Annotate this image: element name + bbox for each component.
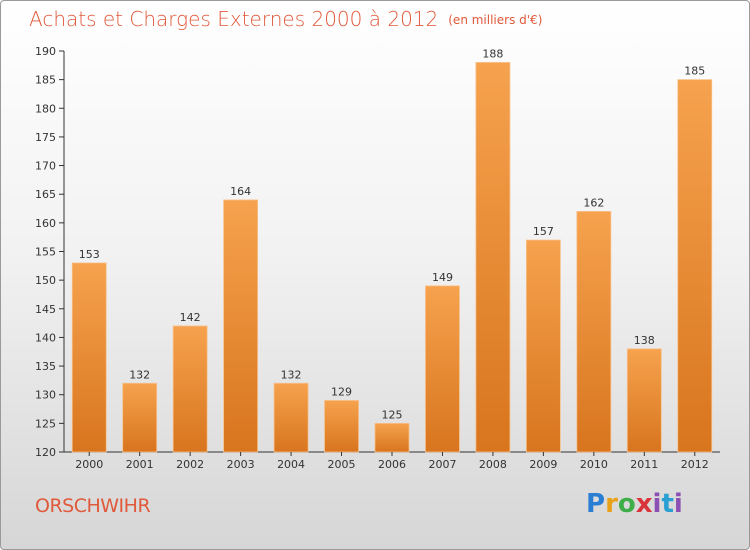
y-tick-label: 165 <box>35 188 56 201</box>
x-tick-label: 2000 <box>75 458 103 471</box>
bar-value-label: 125 <box>382 408 403 421</box>
bar <box>122 382 158 453</box>
bar-value-label: 188 <box>482 47 503 60</box>
y-tick-label: 190 <box>35 45 56 58</box>
bar-value-label: 149 <box>432 271 453 284</box>
x-tick-label: 2007 <box>428 458 456 471</box>
chart-title: Achats et Charges Externes 2000 à 2012 <box>29 7 439 31</box>
x-tick-label: 2006 <box>378 458 406 471</box>
y-tick-label: 140 <box>35 331 56 344</box>
bar <box>475 62 511 453</box>
x-tick-label: 2009 <box>529 458 557 471</box>
y-tick-label: 180 <box>35 102 56 115</box>
y-tick-label: 145 <box>35 303 56 316</box>
x-tick-label: 2008 <box>479 458 507 471</box>
bar <box>576 210 612 453</box>
bar <box>374 422 410 453</box>
bar-value-label: 185 <box>684 65 705 78</box>
bar <box>626 348 662 453</box>
x-tick-label: 2012 <box>681 458 709 471</box>
bar-value-label: 132 <box>129 368 150 381</box>
y-tick-label: 130 <box>35 389 56 402</box>
bar-value-label: 138 <box>634 334 655 347</box>
y-tick-label: 135 <box>35 360 56 373</box>
bar <box>172 325 208 453</box>
bar-value-label: 129 <box>331 385 352 398</box>
bar-value-label: 132 <box>281 368 302 381</box>
y-tick-label: 155 <box>35 246 56 259</box>
y-tick-label: 185 <box>35 74 56 87</box>
y-tick-label: 170 <box>35 160 56 173</box>
bar <box>425 285 460 453</box>
y-tick-label: 150 <box>35 274 56 287</box>
x-tick-label: 2005 <box>328 458 356 471</box>
bar <box>273 382 309 453</box>
bar-value-label: 157 <box>533 225 554 238</box>
x-tick-label: 2004 <box>277 458 305 471</box>
y-tick-label: 125 <box>35 417 56 430</box>
proxiti-logo: Proxiti <box>586 489 683 519</box>
x-tick-label: 2001 <box>126 458 154 471</box>
bar <box>677 79 713 453</box>
x-tick-label: 2010 <box>580 458 608 471</box>
bar-value-label: 164 <box>230 185 251 198</box>
bar <box>71 262 107 453</box>
x-tick-label: 2011 <box>630 458 658 471</box>
y-tick-label: 120 <box>35 446 56 459</box>
x-tick-label: 2002 <box>176 458 204 471</box>
bar-value-label: 142 <box>180 311 201 324</box>
bar <box>223 199 259 453</box>
bar <box>525 239 561 453</box>
commune-name: ORSCHWIHR <box>35 495 151 517</box>
bar-value-label: 162 <box>583 196 604 209</box>
bar-value-label: 153 <box>79 248 100 261</box>
unit-note: (en milliers d'€) <box>448 13 543 27</box>
y-tick-label: 175 <box>35 131 56 144</box>
bar <box>324 400 359 453</box>
x-tick-label: 2003 <box>227 458 255 471</box>
chart-title-block: Achats et Charges Externes 2000 à 2012 (e… <box>29 7 542 31</box>
y-tick-label: 160 <box>35 217 56 230</box>
